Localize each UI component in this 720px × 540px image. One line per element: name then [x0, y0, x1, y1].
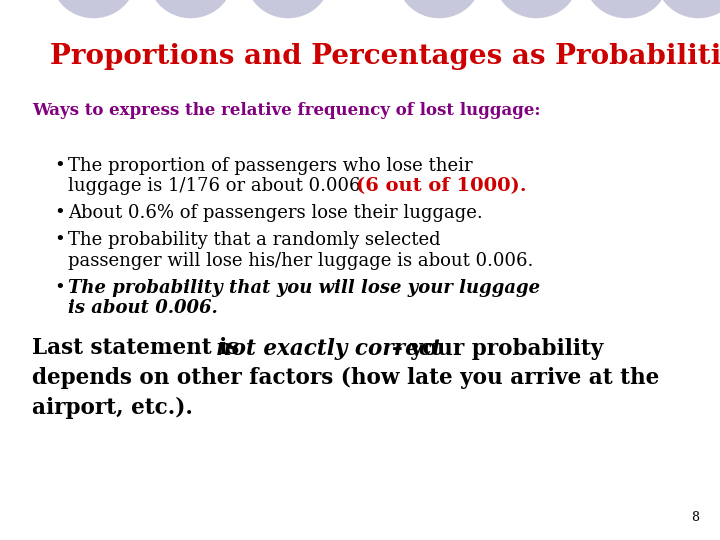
- Text: depends on other factors (how late you arrive at the: depends on other factors (how late you a…: [32, 367, 660, 389]
- Text: Last statement is: Last statement is: [32, 338, 247, 360]
- Text: •: •: [54, 204, 65, 222]
- Text: About 0.6% of passengers lose their luggage.: About 0.6% of passengers lose their lugg…: [68, 204, 483, 222]
- Text: Proportions and Percentages as Probabilities: Proportions and Percentages as Probabili…: [50, 43, 720, 70]
- Text: •: •: [54, 231, 65, 249]
- Text: (6 out of 1000).: (6 out of 1000).: [356, 177, 527, 195]
- Text: airport, etc.).: airport, etc.).: [32, 397, 193, 419]
- Text: The probability that a randomly selected: The probability that a randomly selected: [68, 231, 441, 249]
- Text: – your probability: – your probability: [392, 338, 603, 360]
- Text: passenger will lose his/her luggage is about 0.006.: passenger will lose his/her luggage is a…: [68, 252, 534, 269]
- Text: not exactly correct: not exactly correct: [216, 338, 442, 360]
- Text: The proportion of passengers who lose their: The proportion of passengers who lose th…: [68, 157, 473, 174]
- Text: 8: 8: [690, 511, 699, 524]
- Text: is about 0.006.: is about 0.006.: [68, 299, 218, 317]
- Text: The probability that you will lose your luggage: The probability that you will lose your …: [68, 279, 541, 296]
- Text: luggage is 1/176 or about 0.006: luggage is 1/176 or about 0.006: [68, 177, 366, 195]
- Text: Ways to express the relative frequency of lost luggage:: Ways to express the relative frequency o…: [32, 102, 541, 119]
- Text: •: •: [54, 279, 65, 296]
- Text: •: •: [54, 157, 65, 174]
